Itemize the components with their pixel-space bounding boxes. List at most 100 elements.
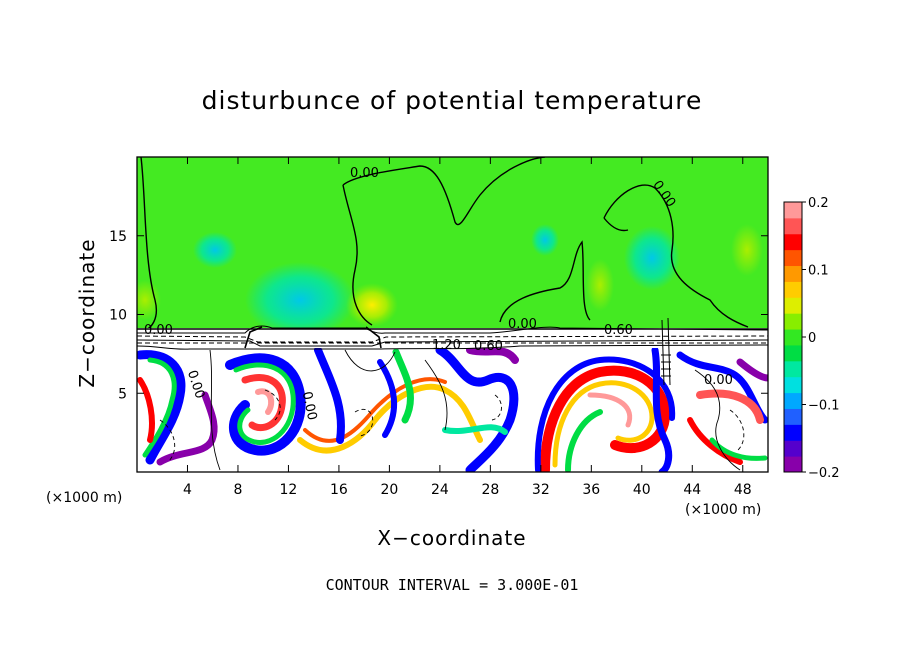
colorbar-tick-label: 0.1 — [808, 264, 829, 279]
eddy-bands — [137, 345, 768, 472]
contour-line — [244, 326, 263, 349]
contour-line — [344, 349, 396, 372]
eddy-band — [442, 424, 508, 435]
y-tick-label: 10 — [109, 308, 127, 324]
contour-label: 0.00 — [144, 323, 173, 338]
eddy-band — [552, 380, 655, 468]
contour-line — [137, 339, 768, 347]
eddy-band — [137, 350, 186, 465]
eddy-band — [137, 377, 155, 443]
contour-line — [137, 335, 768, 343]
contour-line — [159, 419, 176, 463]
x-axis: 4 8 12 16 20 24 28 32 36 40 44 48 — [183, 157, 752, 498]
heatmap-field — [137, 157, 768, 472]
eddy-band — [303, 377, 447, 443]
x-tick-label: 28 — [481, 482, 499, 498]
contour-interval-note: CONTOUR INTERVAL = 3.000E-01 — [325, 576, 579, 594]
contour-label: 0.00 — [704, 373, 733, 388]
colorbar-swatch — [784, 424, 802, 441]
contour-label: 0.60 — [474, 339, 503, 354]
eddy-band — [156, 391, 218, 466]
eddy-band — [225, 353, 306, 456]
eddy-band — [651, 346, 673, 472]
colorbar-swatch — [784, 202, 802, 219]
contour-line — [603, 184, 749, 328]
eddy-band — [377, 359, 398, 438]
x-tick-label: 48 — [734, 482, 752, 498]
y-tick-label: 5 — [118, 386, 127, 402]
contour-label: 1.20 — [432, 338, 461, 353]
contour-line — [661, 354, 671, 377]
contour-line — [342, 184, 373, 326]
interface-contours — [137, 325, 768, 350]
warm-anomaly — [731, 224, 763, 276]
colorbar-swatch — [784, 233, 802, 251]
contour-line — [354, 409, 374, 437]
colorbar-swatch — [784, 360, 802, 378]
eddy-band — [540, 365, 671, 472]
warm-anomaly — [346, 283, 398, 327]
eddy-band — [687, 417, 743, 465]
x-tick-label: 24 — [431, 482, 449, 498]
eddy-band — [435, 345, 519, 472]
warm-anomaly — [137, 280, 161, 320]
contour-line — [365, 326, 382, 349]
colorbar-tick-label: −0.1 — [808, 399, 840, 414]
eddy-band — [696, 389, 764, 424]
contour-line — [729, 409, 745, 451]
contour-line — [661, 319, 665, 386]
contour-label: 0.60 — [604, 323, 633, 338]
x-tick-label: 16 — [330, 482, 348, 498]
contour-line — [209, 349, 221, 471]
x-tick-label: 36 — [582, 482, 600, 498]
cool-anomaly — [245, 262, 355, 338]
eddy-band — [565, 409, 603, 472]
colorbar-swatch — [784, 440, 802, 457]
x-tick-label: 44 — [683, 482, 701, 498]
contour-line — [342, 157, 546, 226]
colorbar: 0.2 0.1 0 −0.1 −0.2 — [783, 196, 840, 481]
cool-anomaly — [193, 232, 237, 268]
cool-anomaly — [624, 226, 680, 290]
eddy-band — [255, 388, 275, 415]
eddy-band — [587, 392, 633, 428]
contour-line — [137, 325, 768, 334]
colorbar-swatch — [784, 281, 802, 298]
colorbar-swatch — [784, 376, 802, 394]
colorbar-swatch — [784, 456, 802, 473]
x-tick-label: 12 — [280, 482, 298, 498]
lower-contours — [159, 349, 745, 471]
x-tick-label: 32 — [532, 482, 550, 498]
contour-line — [264, 389, 281, 421]
contour-labels: 0.00 0.00 0.00 0.00 1.20 0.60 0.60 0.00 … — [144, 166, 733, 422]
warm-anomaly — [586, 259, 614, 311]
x-axis-label: X−coordinate — [377, 526, 527, 550]
colorbar-swatch — [784, 392, 802, 409]
colorbar-swatch — [784, 344, 802, 362]
colorbar-swatch — [784, 297, 802, 314]
contour-line — [694, 369, 741, 471]
chart-title: disturbunce of potential temperature — [201, 86, 703, 115]
x-tick-label: 8 — [233, 482, 242, 498]
vertical-contour-bundle — [661, 317, 671, 386]
colorbar-tick-label: 0.2 — [808, 196, 829, 211]
contour-line — [424, 359, 448, 431]
x-unit-label-left: (×1000 m) — [46, 490, 123, 506]
eddy-band — [233, 362, 296, 445]
contour-label: 0.00 — [299, 390, 320, 421]
colorbar-swatch — [784, 249, 802, 267]
eddy-band — [241, 374, 286, 432]
x-tick-label: 40 — [633, 482, 651, 498]
eddy-band — [534, 356, 676, 472]
y-axis: 5 10 15 — [109, 229, 768, 402]
y-tick-label: 15 — [109, 229, 127, 245]
colorbar-swatch — [784, 217, 802, 235]
colorbar-tick-label: −0.2 — [808, 466, 840, 481]
contour-label: 0.00 — [508, 317, 537, 332]
x-unit-label-right: (×1000 m) — [685, 502, 762, 518]
colorbar-tick-label: 0 — [808, 331, 816, 346]
contour-line — [491, 394, 502, 421]
contour-line — [667, 317, 671, 386]
eddy-band — [297, 383, 483, 454]
colorbar-swatch — [784, 313, 802, 330]
